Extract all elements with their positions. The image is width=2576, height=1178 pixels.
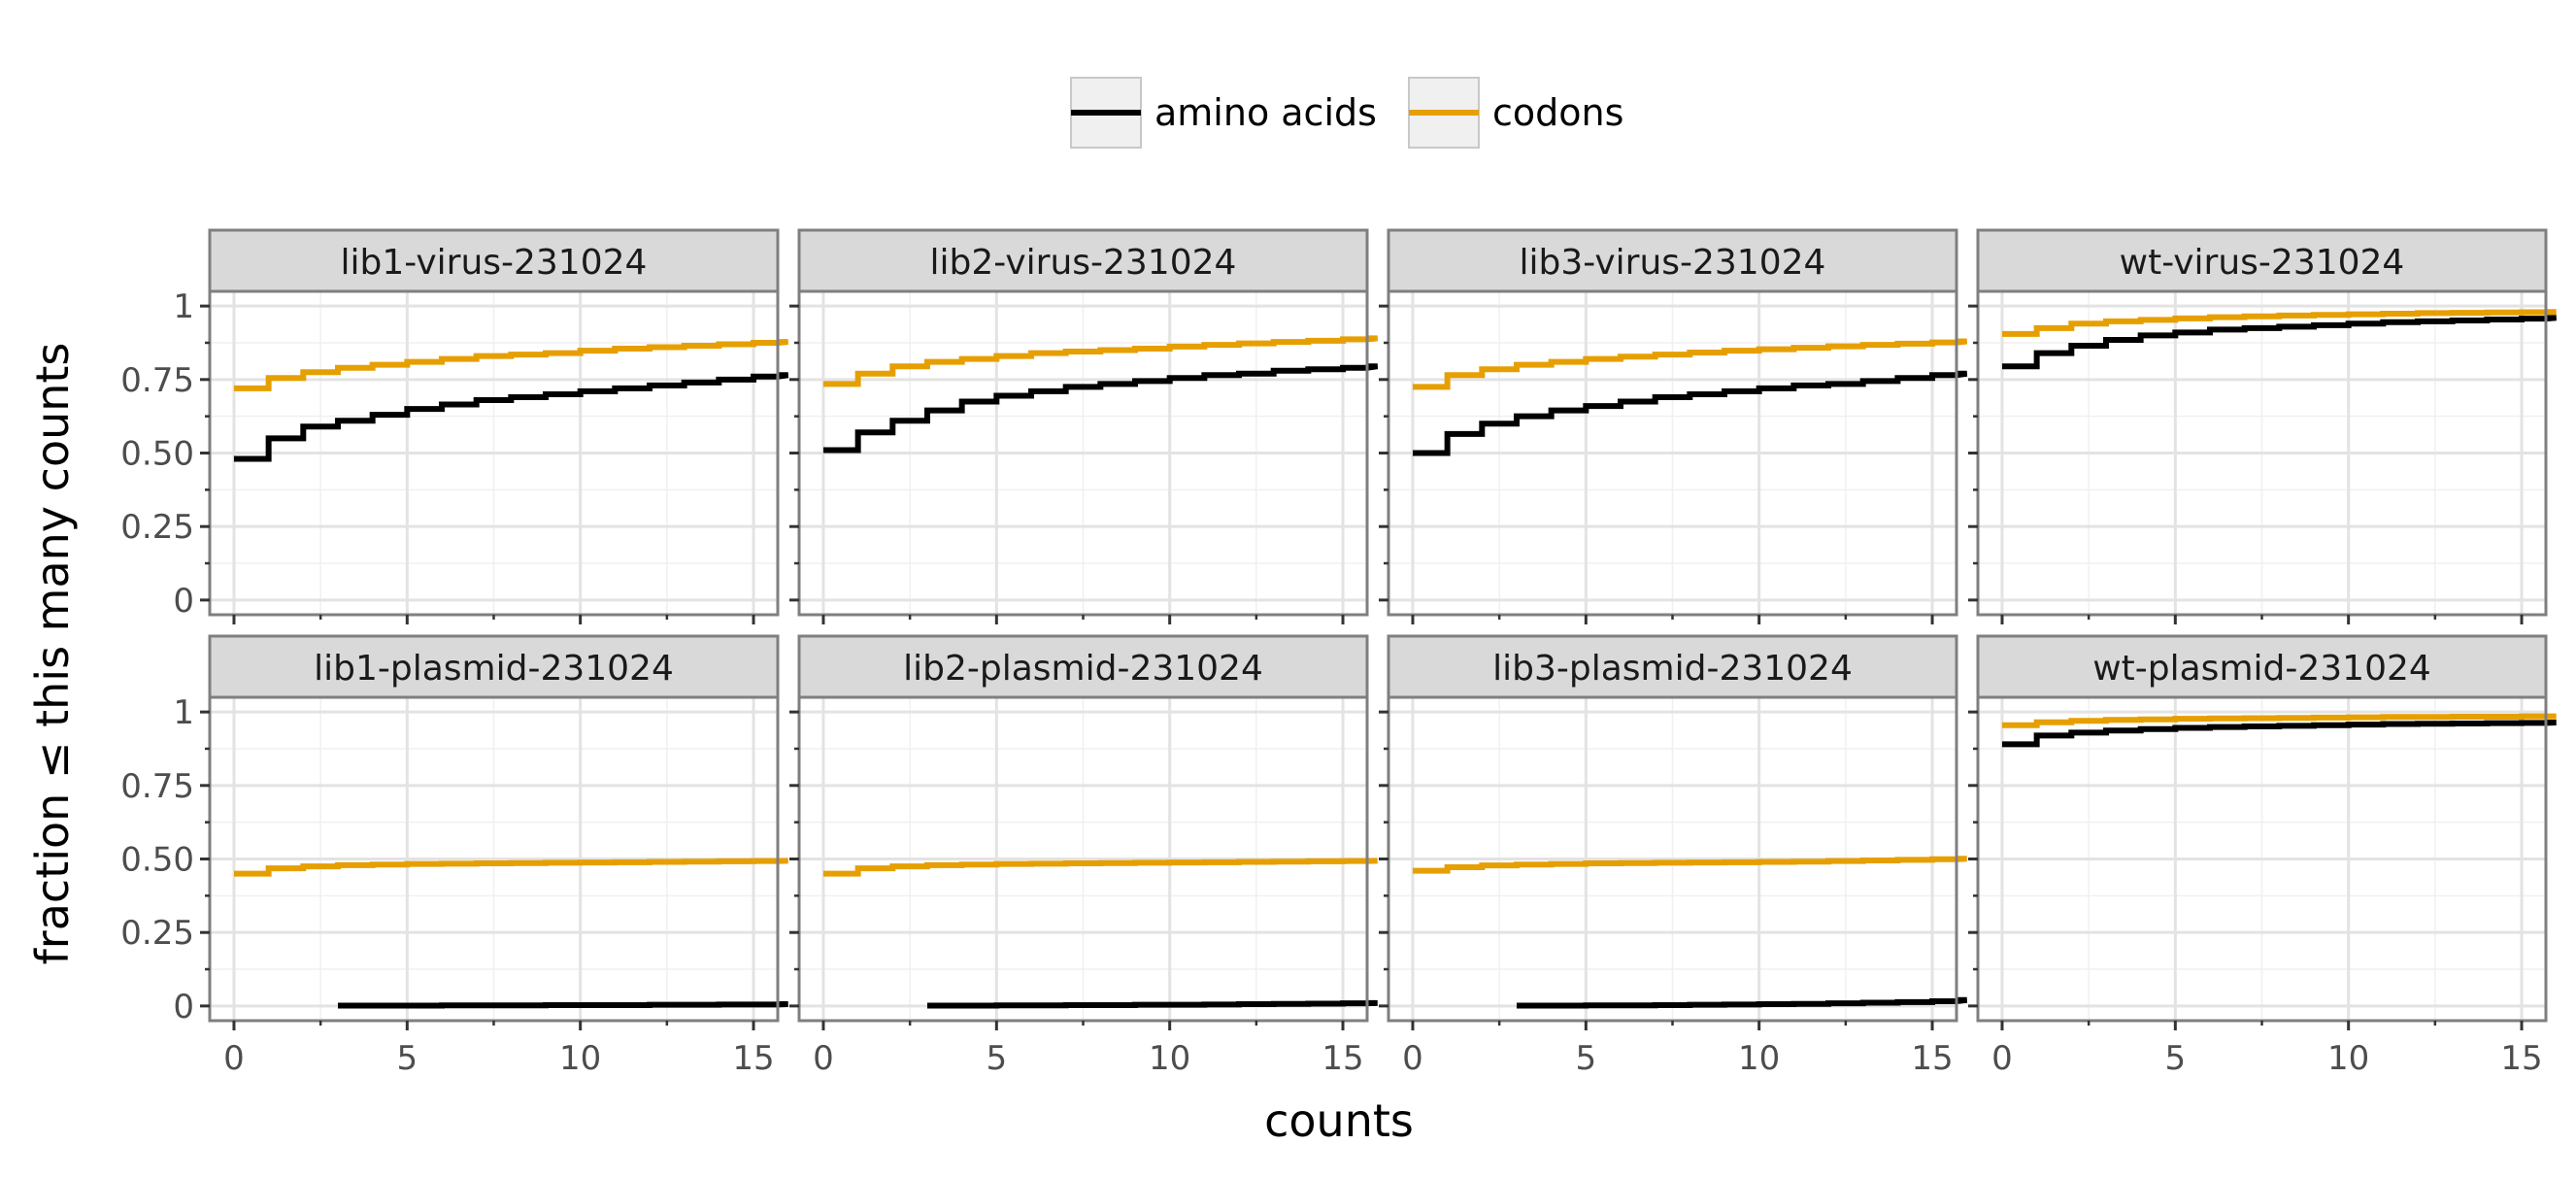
- series-line-amino-acids: [926, 999, 1378, 1009]
- x-tick-label: 15: [2500, 1039, 2542, 1078]
- series-line-amino-acids: [233, 372, 789, 462]
- y-tick-label: 0.75: [120, 767, 194, 806]
- facet-panel: lib1-virus-231024 0 0.25 0.50 0.75 1: [120, 228, 789, 624]
- x-tick-label: 10: [1738, 1039, 1780, 1078]
- series-line-amino-acids: [1516, 996, 1968, 1009]
- facet-panel: lib3-virus-231024: [1379, 228, 1968, 624]
- y-tick-label: 0: [173, 988, 194, 1027]
- facet-strip: [1976, 228, 2548, 293]
- x-tick-label: 0: [1991, 1039, 2013, 1078]
- x-tick-label: 5: [1576, 1039, 1597, 1078]
- y-tick-label: 0.25: [120, 914, 194, 953]
- series-line-codons: [233, 858, 788, 877]
- series-line-codons: [1412, 856, 1967, 874]
- y-tick-label: 0.25: [120, 508, 194, 547]
- legend: amino acids codons: [1070, 77, 1623, 149]
- facet-panels: lib1-virus-231024 0 0.25 0.50 0.75 1 lib2-viru…: [120, 228, 2557, 1078]
- x-tick-label: 0: [1402, 1039, 1423, 1078]
- x-tick-label: 15: [1321, 1039, 1363, 1078]
- x-tick-label: 5: [397, 1039, 418, 1078]
- series-line-codons: [233, 339, 788, 391]
- x-tick-label: 0: [223, 1039, 245, 1078]
- series-line-amino-acids: [2001, 315, 2557, 370]
- facet-panel: wt-plasmid-231024 0 5 10 15: [1968, 634, 2557, 1078]
- facet-title: lib2-plasmid-231024: [903, 649, 1263, 689]
- x-tick-label: 0: [813, 1039, 834, 1078]
- series-line-codons: [1412, 338, 1968, 390]
- x-tick-label: 10: [1149, 1039, 1190, 1078]
- y-tick-label: 0.50: [120, 841, 194, 880]
- facet-panel: wt-virus-231024: [1968, 228, 2557, 624]
- series-line-codons: [822, 335, 1378, 387]
- facet-strip: [208, 228, 780, 293]
- y-tick-label: 1: [173, 693, 194, 732]
- facet-title: lib1-virus-231024: [341, 243, 648, 283]
- facet-panel: lib3-plasmid-231024 0 5 10 15: [1379, 634, 1968, 1078]
- facet-strip: [1387, 228, 1958, 293]
- y-tick-label: 0: [173, 582, 194, 621]
- x-tick-label: 10: [559, 1039, 601, 1078]
- y-axis-title: fraction ≤ this many counts: [26, 343, 79, 965]
- series-line-codons: [822, 858, 1378, 877]
- y-tick-label: 0.50: [120, 435, 194, 474]
- facet-title: lib2-virus-231024: [930, 243, 1237, 283]
- facet-title: wt-virus-231024: [2120, 243, 2405, 283]
- x-axis-title: counts: [1264, 1094, 1414, 1147]
- facet-title: lib3-virus-231024: [1520, 243, 1826, 283]
- facet-title: lib3-plasmid-231024: [1492, 649, 1853, 689]
- facet-title: wt-plasmid-231024: [2092, 649, 2431, 689]
- series-line-codons: [2001, 309, 2557, 337]
- facet-panel: lib2-virus-231024: [789, 228, 1379, 624]
- x-tick-label: 10: [2327, 1039, 2369, 1078]
- legend-label-amino-acids: amino acids: [1154, 91, 1377, 134]
- x-tick-label: 5: [2165, 1039, 2187, 1078]
- series-line-amino-acids: [1412, 370, 1968, 456]
- y-tick-label: 0.75: [120, 361, 194, 400]
- facet-strip: [1387, 634, 1958, 699]
- x-tick-label: 5: [987, 1039, 1008, 1078]
- series-line-amino-acids: [337, 1001, 788, 1009]
- series-line-amino-acids: [2001, 720, 2557, 748]
- series-line-amino-acids: [822, 363, 1379, 454]
- y-tick-label: 1: [173, 287, 194, 326]
- x-tick-label: 15: [732, 1039, 774, 1078]
- x-tick-label: 15: [1911, 1039, 1953, 1078]
- legend-label-codons: codons: [1492, 91, 1623, 134]
- facet-panel: lib2-plasmid-231024 0 5 10 15: [789, 634, 1378, 1078]
- facet-title: lib1-plasmid-231024: [314, 649, 674, 689]
- series-line-codons: [2001, 713, 2557, 728]
